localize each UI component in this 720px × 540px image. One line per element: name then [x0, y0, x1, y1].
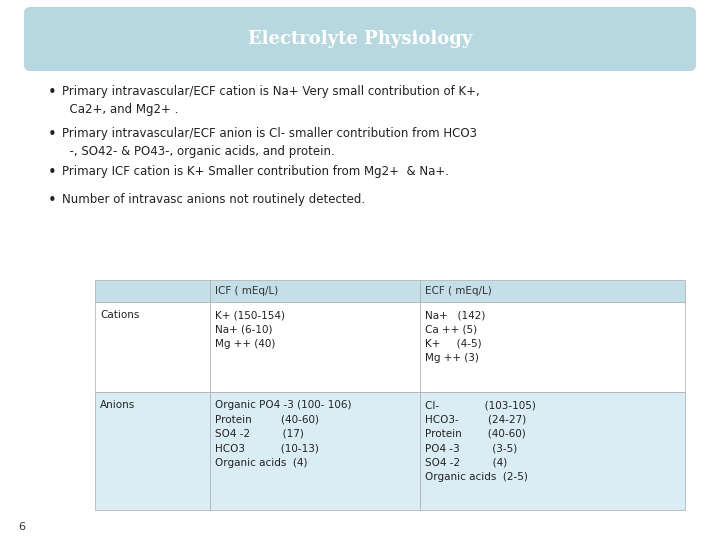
Text: Na+   (142)
Ca ++ (5)
K+     (4-5)
Mg ++ (3): Na+ (142) Ca ++ (5) K+ (4-5) Mg ++ (3): [425, 310, 485, 363]
Text: •: •: [48, 193, 57, 208]
Bar: [95, 302, 210, 392]
Bar: [95, 392, 210, 510]
Text: Organic PO4 -3 (100- 106)
Protein         (40-60)
SO4 -2          (17)
HCO3     : Organic PO4 -3 (100- 106) Protein (40-60…: [215, 400, 351, 468]
Text: Number of intravasc anions not routinely detected.: Number of intravasc anions not routinely…: [62, 193, 365, 206]
Bar: [420, 392, 685, 510]
Bar: [210, 280, 420, 302]
Bar: [210, 392, 420, 510]
Text: Electrolyte Physiology: Electrolyte Physiology: [248, 30, 472, 48]
Text: ICF ( mEq/L): ICF ( mEq/L): [215, 286, 278, 296]
Text: •: •: [48, 165, 57, 180]
Text: Cations: Cations: [100, 310, 140, 320]
Text: ECF ( mEq/L): ECF ( mEq/L): [425, 286, 492, 296]
Bar: [420, 302, 685, 392]
Text: Primary intravascular/ECF anion is Cl- smaller contribution from HCO3
  -, SO42-: Primary intravascular/ECF anion is Cl- s…: [62, 127, 477, 158]
Bar: [95, 280, 210, 302]
Text: •: •: [48, 85, 57, 100]
Text: Primary ICF cation is K+ Smaller contribution from Mg2+  & Na+.: Primary ICF cation is K+ Smaller contrib…: [62, 165, 449, 178]
FancyBboxPatch shape: [24, 7, 696, 71]
Text: Primary intravascular/ECF cation is Na+ Very small contribution of K+,
  Ca2+, a: Primary intravascular/ECF cation is Na+ …: [62, 85, 480, 116]
Text: K+ (150-154)
Na+ (6-10)
Mg ++ (40): K+ (150-154) Na+ (6-10) Mg ++ (40): [215, 310, 285, 349]
Bar: [210, 302, 420, 392]
Text: 6: 6: [18, 522, 25, 532]
Bar: [420, 280, 685, 302]
Text: Cl-              (103-105)
HCO3-         (24-27)
Protein        (40-60)
PO4 -3  : Cl- (103-105) HCO3- (24-27) Protein (40-…: [425, 400, 536, 482]
Text: Anions: Anions: [100, 400, 135, 410]
Text: •: •: [48, 127, 57, 142]
